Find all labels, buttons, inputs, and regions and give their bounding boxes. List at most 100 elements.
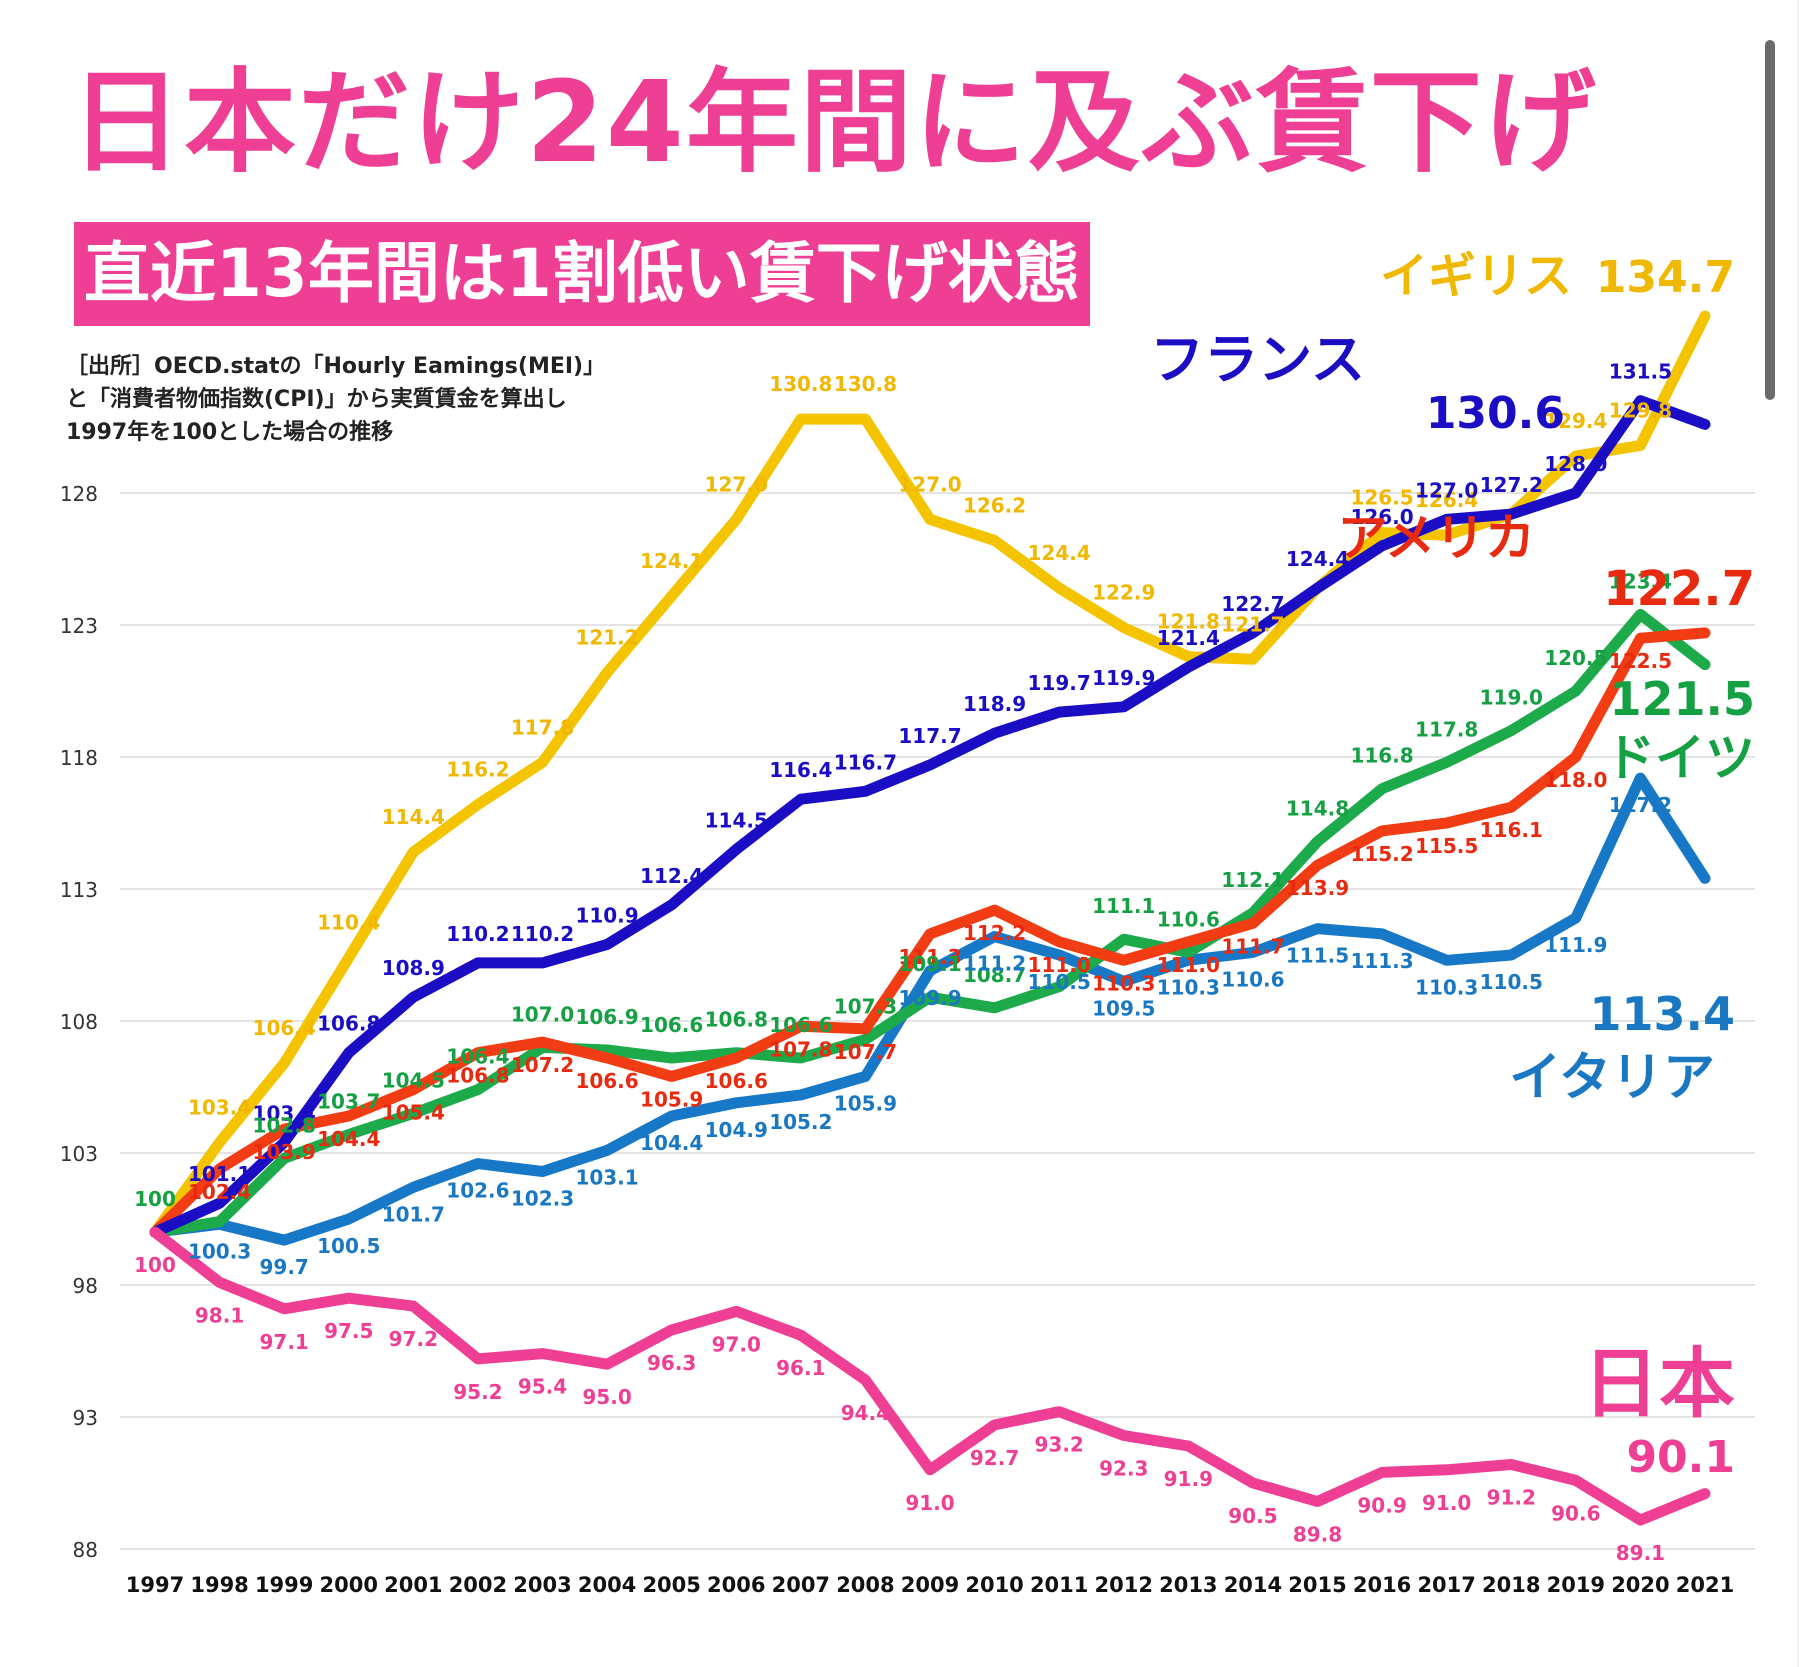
x-tick-label: 1998 — [190, 1573, 248, 1597]
x-tick-label: 2015 — [1288, 1573, 1346, 1597]
data-label: 118.9 — [963, 692, 1026, 716]
data-label: 113.9 — [1286, 876, 1349, 900]
data-label: 101.1 — [188, 1162, 251, 1186]
data-label: 106.8 — [317, 1012, 380, 1036]
series-end-value: 122.7 — [1603, 561, 1755, 617]
data-label: 107.2 — [511, 1053, 574, 1077]
data-label: 124.4 — [1286, 547, 1349, 571]
data-label: 126.4 — [1415, 488, 1478, 512]
data-label: 104.4 — [317, 1127, 380, 1151]
data-label: 110.5 — [1028, 970, 1091, 994]
data-label: 110.3 — [1092, 971, 1155, 995]
scrollbar[interactable] — [1765, 40, 1775, 400]
data-label: 109.9 — [898, 986, 961, 1010]
data-label: 110.3 — [1415, 975, 1478, 999]
data-label: 111.0 — [1157, 953, 1220, 977]
series-line-イタリア — [149, 772, 1711, 1246]
data-label: 116.8 — [1350, 744, 1413, 768]
data-label: 100 — [134, 1187, 176, 1211]
data-label: 99.7 — [259, 1255, 308, 1279]
x-tick-label: 2011 — [1030, 1573, 1088, 1597]
x-tick-label: 2002 — [449, 1573, 507, 1597]
series-end-value: 113.4 — [1589, 987, 1735, 1041]
y-tick-label: 113 — [60, 878, 98, 902]
data-label: 91.9 — [1164, 1467, 1213, 1491]
data-label: 98.1 — [195, 1303, 244, 1327]
data-label: 126.2 — [963, 494, 1026, 518]
x-tick-label: 2001 — [384, 1573, 442, 1597]
data-label: 129.4 — [1544, 409, 1607, 433]
data-label: 100.3 — [188, 1239, 251, 1263]
series-line-アメリカ — [149, 627, 1711, 1238]
data-label: 126.5 — [1350, 486, 1413, 510]
data-label: 126.0 — [1350, 505, 1413, 529]
chart-title: 日本だけ24年間に及ぶ賃下げ — [70, 58, 1598, 188]
data-label: 111.2 — [963, 952, 1026, 976]
data-label: 116.7 — [834, 750, 897, 774]
data-label: 91.0 — [1422, 1491, 1471, 1515]
data-label: 110.6 — [1157, 907, 1220, 931]
data-label: 106.9 — [575, 1005, 638, 1029]
data-label: 95.0 — [582, 1385, 631, 1409]
series-name-label: アメリカ — [1338, 509, 1536, 567]
x-tick-label: 2018 — [1482, 1573, 1540, 1597]
series-lines — [149, 310, 1711, 1526]
data-label: 92.7 — [970, 1446, 1019, 1470]
x-tick-label: 2009 — [901, 1573, 959, 1597]
y-tick-label: 118 — [60, 746, 98, 770]
data-label: 121.4 — [1157, 626, 1220, 650]
data-label: 110.9 — [575, 903, 638, 927]
data-label: 104.4 — [640, 1131, 703, 1155]
data-label: 105.9 — [640, 1087, 703, 1111]
series-end-value: 134.7 — [1596, 252, 1735, 303]
data-label: 97.1 — [259, 1330, 308, 1354]
source-note: ［出所］OECD.statの「Hourly Eamings(MEI)」 と「消費… — [66, 350, 605, 449]
data-label: 107.8 — [769, 1037, 832, 1061]
data-label: 114.8 — [1286, 796, 1349, 820]
data-label: 100 — [134, 1253, 176, 1277]
data-label: 122.9 — [1092, 581, 1155, 605]
data-label: 110.3 — [1157, 975, 1220, 999]
data-label: 121.2 — [575, 626, 638, 650]
data-label: 107.3 — [834, 994, 897, 1018]
data-label: 117.8 — [511, 715, 574, 739]
data-label: 110.4 — [317, 911, 380, 935]
data-label: 117.7 — [898, 724, 961, 748]
data-label: 116.2 — [446, 758, 509, 782]
data-label: 105.4 — [382, 1101, 445, 1125]
x-tick-label: 2017 — [1417, 1573, 1475, 1597]
data-label: 127.0 — [898, 472, 961, 496]
data-label: 89.8 — [1293, 1522, 1342, 1546]
x-tick-label: 2008 — [836, 1573, 894, 1597]
x-tick-label: 2007 — [772, 1573, 830, 1597]
data-label: 106.4 — [253, 1016, 316, 1040]
series-name-label: イタリア — [1509, 1048, 1715, 1108]
x-tick-label: 2021 — [1676, 1573, 1734, 1597]
data-label: 104.9 — [705, 1118, 768, 1142]
data-label: 115.2 — [1350, 842, 1413, 866]
right-divider — [1797, 0, 1799, 1667]
data-label: 130.8 — [769, 372, 832, 396]
data-label: 91.2 — [1487, 1486, 1536, 1510]
data-label: 92.3 — [1099, 1456, 1148, 1480]
series-end-value: 90.1 — [1626, 1432, 1735, 1483]
x-axis: 1997 1998 1999 2000 2001 2002 2003 2004 2005 2006… — [126, 1573, 1734, 1597]
data-label: 103.7 — [317, 1090, 380, 1114]
data-labels: 103.4106.4110.4114.4116.2117.8121.2124.1… — [134, 360, 1672, 1565]
data-label: 97.0 — [712, 1332, 761, 1356]
data-label: 110.6 — [1221, 967, 1284, 991]
data-label: 109.1 — [898, 952, 961, 976]
data-label: 91.0 — [905, 1491, 954, 1515]
data-label: 106.4 — [446, 1045, 509, 1069]
data-label: 111.3 — [1350, 949, 1413, 973]
data-label: 108.9 — [382, 956, 445, 980]
data-label: 127.0 — [1415, 478, 1478, 502]
data-label: 108.7 — [963, 963, 1026, 987]
data-label: 121.8 — [1157, 610, 1220, 634]
source-line: と「消費者物価指数(CPI)」から実質賃金を算出し — [66, 387, 567, 412]
data-label: 107.7 — [834, 1040, 897, 1064]
data-label: 101.7 — [382, 1202, 445, 1226]
data-label: 111.9 — [1544, 933, 1607, 957]
